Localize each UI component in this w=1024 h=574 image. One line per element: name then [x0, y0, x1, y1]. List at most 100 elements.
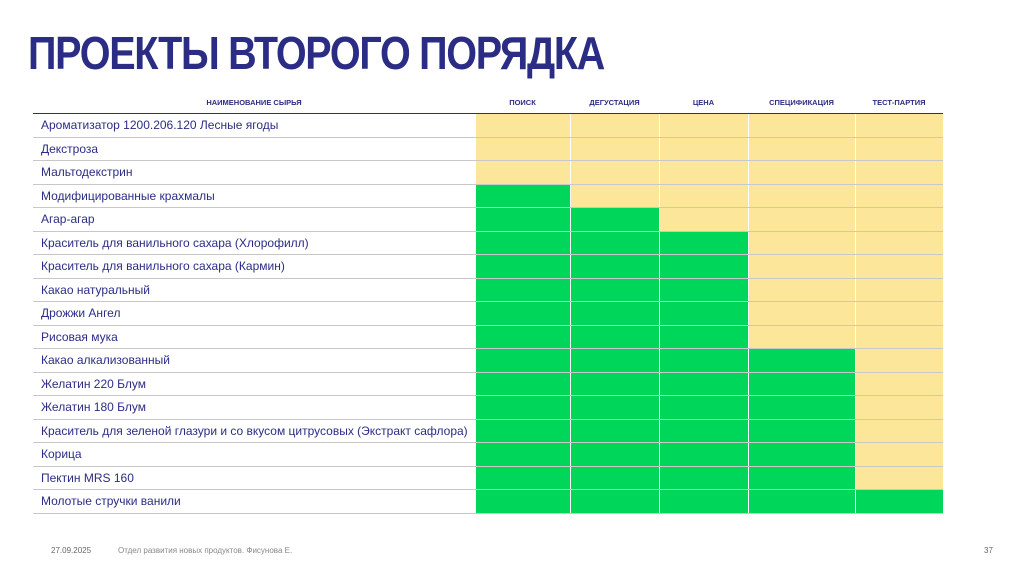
- stage-cell-completed: [569, 348, 659, 373]
- column-header-tasting: ДЕГУСТАЦИЯ: [570, 91, 659, 114]
- stage-cell-pending: [854, 395, 943, 420]
- stage-cell-pending: [854, 137, 943, 161]
- stage-cell-completed: [658, 466, 748, 490]
- stage-cell-pending: [474, 113, 570, 138]
- raw-material-name: Молотые стручки ванили: [33, 489, 475, 514]
- stage-cell-completed: [474, 395, 570, 420]
- stage-cell-completed: [569, 372, 659, 396]
- stage-cell-pending: [854, 278, 943, 302]
- stage-cell-completed: [569, 442, 659, 467]
- stage-cell-pending: [854, 348, 943, 373]
- stage-cell-pending: [854, 184, 943, 208]
- stage-cell-completed: [658, 419, 748, 443]
- stage-cell-pending: [658, 207, 748, 232]
- stage-cell-pending: [658, 137, 748, 161]
- table-row: Краситель для зеленой глазури и со вкусо…: [33, 419, 943, 443]
- stage-cell-pending: [474, 160, 570, 185]
- stage-cell-pending: [854, 372, 943, 396]
- stage-cell-completed: [658, 348, 748, 373]
- raw-material-name: Краситель для ванильного сахара (Хлорофи…: [33, 231, 475, 255]
- stage-cell-completed: [569, 278, 659, 302]
- stage-cell-pending: [854, 442, 943, 467]
- stage-cell-completed: [474, 489, 570, 514]
- stage-cell-pending: [854, 419, 943, 443]
- stage-cell-pending: [658, 113, 748, 138]
- stage-cell-completed: [569, 395, 659, 420]
- stage-cell-pending: [747, 137, 855, 161]
- stage-cell-completed: [747, 442, 855, 467]
- stage-cell-pending: [658, 160, 748, 185]
- stage-cell-pending: [854, 254, 943, 279]
- stage-cell-pending: [854, 207, 943, 232]
- stage-cell-completed: [747, 466, 855, 490]
- stage-cell-pending: [854, 231, 943, 255]
- table-body: Ароматизатор 1200.206.120 Лесные ягоды Де…: [33, 113, 943, 514]
- table-row: Пектин MRS 160: [33, 466, 943, 490]
- page-number: 37: [984, 546, 993, 555]
- footer-date: 27.09.2025: [51, 546, 92, 555]
- stage-cell-completed: [569, 254, 659, 279]
- table-row: Мальтодекстрин: [33, 160, 943, 185]
- raw-materials-progress-table: НАИМЕНОВАНИЕ СЫРЬЯ ПОИСК ДЕГУСТАЦИЯ ЦЕНА…: [33, 91, 943, 514]
- column-header-price: ЦЕНА: [659, 91, 748, 114]
- stage-cell-completed: [658, 254, 748, 279]
- stage-cell-completed: [569, 325, 659, 349]
- stage-cell-completed: [474, 278, 570, 302]
- stage-cell-pending: [854, 160, 943, 185]
- stage-cell-completed: [747, 372, 855, 396]
- stage-cell-pending: [854, 113, 943, 138]
- stage-cell-completed: [474, 254, 570, 279]
- stage-cell-pending: [569, 113, 659, 138]
- stage-cell-pending: [747, 207, 855, 232]
- stage-cell-completed: [474, 348, 570, 373]
- table-row: Какао алкализованный: [33, 348, 943, 373]
- stage-cell-pending: [747, 113, 855, 138]
- raw-material-name: Краситель для ванильного сахара (Кармин): [33, 254, 475, 279]
- stage-cell-pending: [747, 184, 855, 208]
- stage-cell-completed: [658, 325, 748, 349]
- stage-cell-completed: [474, 442, 570, 467]
- raw-material-name: Агар-агар: [33, 207, 475, 232]
- table-row: Молотые стручки ванили: [33, 489, 943, 514]
- stage-cell-pending: [747, 301, 855, 326]
- footer-department: Отдел развития новых продуктов. Фисунова…: [118, 546, 293, 555]
- raw-material-name: Ароматизатор 1200.206.120 Лесные ягоды: [33, 113, 475, 138]
- table-row: Желатин 180 Блум: [33, 395, 943, 420]
- stage-cell-pending: [569, 160, 659, 185]
- stage-cell-pending: [747, 278, 855, 302]
- raw-material-name: Желатин 180 Блум: [33, 395, 475, 420]
- stage-cell-completed: [474, 207, 570, 232]
- stage-cell-pending: [854, 301, 943, 326]
- stage-cell-pending: [569, 137, 659, 161]
- table-row: Рисовая мука: [33, 325, 943, 349]
- raw-material-name: Какао натуральный: [33, 278, 475, 302]
- stage-cell-pending: [474, 137, 570, 161]
- stage-cell-pending: [747, 325, 855, 349]
- stage-cell-completed: [747, 419, 855, 443]
- raw-material-name: Краситель для зеленой глазури и со вкусо…: [33, 419, 475, 443]
- stage-cell-completed: [569, 231, 659, 255]
- stage-cell-pending: [747, 160, 855, 185]
- stage-cell-completed: [474, 466, 570, 490]
- table-row: Желатин 220 Блум: [33, 372, 943, 396]
- slide-title: ПРОЕКТЫ ВТОРОГО ПОРЯДКА: [28, 27, 605, 79]
- stage-cell-completed: [569, 419, 659, 443]
- table-row: Краситель для ванильного сахара (Хлорофи…: [33, 231, 943, 255]
- table-row: Краситель для ванильного сахара (Кармин): [33, 254, 943, 279]
- stage-cell-completed: [658, 489, 748, 514]
- stage-cell-completed: [474, 184, 570, 208]
- stage-cell-completed: [854, 489, 943, 514]
- stage-cell-completed: [474, 301, 570, 326]
- column-header-raw-material: НАИМЕНОВАНИЕ СЫРЬЯ: [33, 91, 475, 114]
- stage-cell-completed: [569, 207, 659, 232]
- table-row: Ароматизатор 1200.206.120 Лесные ягоды: [33, 113, 943, 138]
- table-row: Какао натуральный: [33, 278, 943, 302]
- stage-cell-pending: [569, 184, 659, 208]
- stage-cell-pending: [854, 466, 943, 490]
- stage-cell-completed: [474, 231, 570, 255]
- stage-cell-pending: [747, 231, 855, 255]
- table-row: Дрожжи Ангел: [33, 301, 943, 326]
- stage-cell-completed: [747, 395, 855, 420]
- column-header-search: ПОИСК: [475, 91, 570, 114]
- stage-cell-completed: [474, 372, 570, 396]
